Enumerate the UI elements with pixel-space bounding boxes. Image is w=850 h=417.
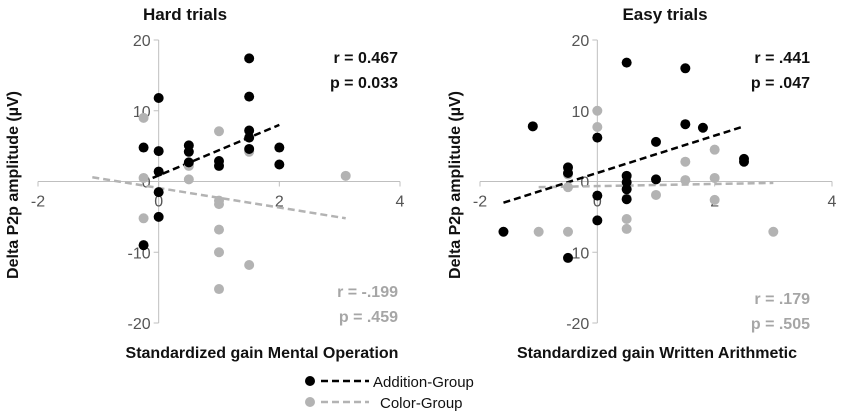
easy-trials-color-point [621, 213, 632, 224]
hard-trials-color-trendline [92, 176, 346, 220]
easy-trials-addition-point [680, 63, 691, 74]
hard-trials-addition-point [138, 142, 149, 153]
easy-trials-color-point [651, 189, 661, 200]
easy-trials-color-r: r = .179 [754, 291, 810, 308]
hard-trials-x-tick-label: 0 [154, 194, 163, 211]
easy-trials-addition-point [680, 119, 691, 130]
hard-trials-x-tick-label: 2 [275, 194, 284, 211]
easy-trials-color-point [680, 175, 691, 186]
easy-trials-color-point [709, 144, 720, 155]
hard-trials-x-tick-label: -2 [31, 194, 45, 211]
hard-trials-x-axis-label: Standardized gain Mental Operation [126, 345, 399, 362]
hard-trials-addition-point [244, 132, 255, 143]
hard-trials-color-p: p = .459 [339, 309, 398, 326]
easy-trials-addition-point [563, 252, 573, 263]
hard-trials-color-point [214, 199, 224, 210]
hard-trials-addition-point [244, 125, 255, 136]
easy-trials-color-point [621, 223, 632, 234]
easy-trials-addition-point [592, 190, 603, 201]
easy-trials-addition-point [621, 177, 632, 188]
easy-trials-color-point [680, 156, 691, 167]
easy-trials-y-tick-label: 10 [572, 104, 590, 121]
hard-trials-addition-point [183, 157, 194, 168]
hard-trials-addition-point [214, 160, 224, 171]
easy-trials-y-tick-label: 0 [580, 175, 589, 192]
hard-trials-addition-point [244, 53, 255, 64]
easy-trials-addition-p: p = .047 [751, 75, 810, 92]
hard-trials-color-point [214, 224, 224, 235]
easy-trials-addition-r: r = .441 [754, 50, 810, 67]
easy-trials-x-tick-label: 0 [593, 194, 602, 211]
hard-trials-color-point [183, 174, 194, 185]
legend-color-marker [305, 397, 315, 407]
hard-trials-addition-point [183, 146, 194, 157]
hard-trials-addition-r: r = 0.467 [334, 50, 399, 67]
easy-trials-title: Easy trials [622, 5, 707, 24]
hard-trials-x-tick-label: 4 [396, 194, 405, 211]
easy-trials-addition-point [621, 57, 632, 68]
easy-trials-addition-point [651, 174, 661, 185]
easy-trials-color-point [533, 226, 544, 237]
hard-trials-color-point [244, 259, 255, 270]
easy-trials-color-point [563, 182, 573, 193]
hard-trials-color-r: r = -.199 [337, 284, 398, 301]
easy-trials-y-tick-label: 20 [572, 33, 590, 50]
easy-trials-color-trendline [538, 181, 774, 189]
hard-trials-color-point [138, 112, 149, 123]
easy-trials-y-tick-label: -20 [566, 316, 589, 333]
hard-trials-addition-point [274, 159, 285, 170]
legend-addition-marker [305, 376, 315, 386]
hard-trials-color-point [214, 126, 224, 137]
easy-trials-color-point [592, 122, 603, 133]
easy-trials-color-point [563, 226, 573, 237]
hard-trials-y-tick-label: -20 [128, 316, 151, 333]
easy-trials-color-point [709, 194, 720, 205]
hard-trials-y-tick-label: 0 [142, 175, 151, 192]
hard-trials-panel: Hard trials Delta P2p amplitude (µV) Sta… [5, 5, 405, 362]
easy-trials-addition-trendline [503, 125, 745, 204]
hard-trials-addition-point [244, 91, 255, 102]
easy-trials-addition-point [592, 215, 603, 226]
easy-trials-panel: Easy trials Delta P2p amplitude (µV) Sta… [447, 5, 837, 362]
hard-trials-title: Hard trials [143, 5, 227, 24]
hard-trials-y-tick-label: 20 [133, 33, 151, 50]
legend: Addition-Group Color-Group [305, 374, 474, 412]
hard-trials-addition-trendline [152, 123, 280, 180]
easy-trials-addition-point [498, 226, 509, 237]
hard-trials-color-point [340, 170, 351, 181]
hard-trials-addition-point [153, 93, 164, 104]
legend-addition-label: Addition-Group [373, 374, 474, 391]
hard-trials-y-axis-label: Delta P2p amplitude (µV) [5, 91, 22, 279]
easy-trials-x-tick-label: 4 [828, 194, 837, 211]
hard-trials-color-point [138, 172, 149, 183]
easy-trials-color-point [768, 226, 779, 237]
easy-trials-addition-point [739, 156, 749, 167]
hard-trials-color-point [214, 247, 224, 258]
hard-trials-color-point [138, 213, 149, 224]
easy-trials-addition-point [651, 136, 661, 147]
easy-trials-addition-point [563, 168, 573, 179]
hard-trials-addition-point [138, 240, 149, 251]
easy-trials-addition-point [697, 122, 708, 133]
easy-trials-x-tick-label: -2 [473, 194, 487, 211]
easy-trials-addition-point [592, 132, 603, 143]
hard-trials-addition-point [274, 142, 285, 153]
easy-trials-addition-point [527, 121, 538, 132]
hard-trials-addition-point [153, 146, 164, 157]
easy-trials-addition-point [621, 194, 632, 205]
easy-trials-color-p: p = .505 [751, 316, 810, 333]
hard-trials-addition-point [153, 211, 164, 222]
hard-trials-addition-point [153, 166, 164, 177]
easy-trials-color-point [709, 172, 720, 183]
hard-trials-color-point [214, 284, 224, 295]
easy-trials-x-axis-label: Standardized gain Written Arithmetic [517, 345, 797, 362]
hard-trials-addition-p: p = 0.033 [330, 75, 398, 92]
legend-color-label: Color-Group [380, 395, 463, 412]
hard-trials-addition-point [153, 187, 164, 198]
easy-trials-addition-point [621, 184, 632, 195]
easy-trials-color-point [592, 105, 603, 116]
hard-trials-addition-point [244, 143, 255, 154]
easy-trials-y-axis-label: Delta P2p amplitude (µV) [447, 91, 464, 279]
